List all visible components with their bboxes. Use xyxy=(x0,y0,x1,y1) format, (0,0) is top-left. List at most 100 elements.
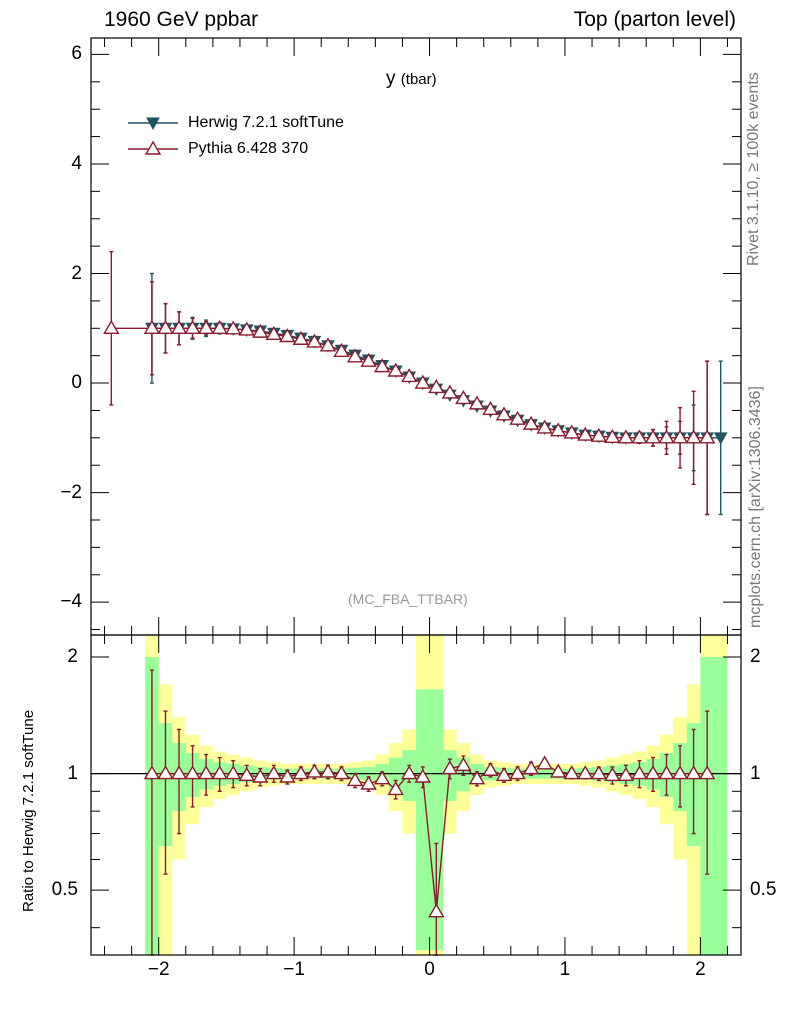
ratio-pythia-point xyxy=(536,755,553,770)
ratio-y-tick-label-right: 2 xyxy=(750,646,761,668)
ratio-pythia-point xyxy=(604,766,621,781)
pythia-point xyxy=(631,429,648,444)
legend-label-pythia: Pythia 6.428 370 xyxy=(188,140,309,157)
ratio-pythia-point xyxy=(333,765,350,780)
ratio-pythia-point xyxy=(414,768,431,783)
pythia-point xyxy=(563,424,580,439)
pythia-point xyxy=(428,379,445,394)
main-y-tick-label: −4 xyxy=(60,591,82,613)
ratio-pythia-point xyxy=(252,768,269,783)
pythia-point xyxy=(509,410,526,425)
ratio-pythia-point xyxy=(373,770,391,785)
legend-pythia-marker xyxy=(144,140,162,155)
pythia-point xyxy=(617,429,635,444)
x-tick-label: −2 xyxy=(147,959,170,980)
ratio-pythia-point xyxy=(522,760,540,775)
pythia-point xyxy=(319,337,337,352)
pythia-point xyxy=(549,422,567,437)
pythia-point xyxy=(590,427,608,442)
ratio-y-tick-label: 1 xyxy=(67,762,78,784)
pythia-point xyxy=(238,321,255,336)
ratio-y-tick-label: 0.5 xyxy=(51,879,78,901)
pythia-point xyxy=(265,325,283,341)
header-right: Top (parton level) xyxy=(573,8,736,31)
legend-label-herwig: Herwig 7.2.1 softTune xyxy=(188,114,344,131)
main-y-tick-label: 2 xyxy=(71,262,82,284)
pythia-point xyxy=(360,352,377,367)
ratio-pythia-point xyxy=(631,765,648,780)
ratio-pythia-point xyxy=(455,756,472,772)
main-y-tick-label: 4 xyxy=(71,152,82,174)
ratio-pythia-point xyxy=(441,760,459,775)
pythia-point xyxy=(387,362,404,377)
ratio-y-tick-label: 2 xyxy=(67,646,78,668)
ratio-pythia-point xyxy=(143,765,161,780)
pythia-point xyxy=(401,368,418,383)
x-tick-label: 0 xyxy=(424,959,435,980)
ratio-pythia-point xyxy=(238,766,255,781)
pythia-point xyxy=(455,390,472,405)
pythia-point xyxy=(252,323,269,338)
ratio-pythia-point xyxy=(401,765,418,780)
pythia-point xyxy=(604,428,621,443)
pythia-point xyxy=(224,320,242,335)
ratio-pythia-point xyxy=(495,766,513,781)
x-tick-label: −1 xyxy=(283,959,305,980)
pythia-point xyxy=(292,330,310,345)
pythia-point xyxy=(536,419,553,434)
band-inner-bin xyxy=(713,657,728,955)
main-y-tick-label: 0 xyxy=(71,372,82,394)
ratio-pythia-point xyxy=(685,765,702,780)
pythia-point xyxy=(577,426,594,441)
pythia-point xyxy=(170,319,188,334)
ratio-pythia-point xyxy=(211,765,228,780)
pythia-point xyxy=(103,319,120,334)
ratio-pythia-point xyxy=(360,775,377,790)
side-label-mcplots: mcplots.cern.ch [arXiv:1306.3436] xyxy=(747,386,764,628)
pythia-point xyxy=(157,319,174,334)
ratio-pythia-point xyxy=(428,903,445,918)
analysis-label: (MC_FBA_TTBAR) xyxy=(348,591,468,607)
pythia-point xyxy=(184,319,201,334)
ratio-pythia-point xyxy=(563,765,580,780)
legend-herwig-marker xyxy=(146,117,160,131)
pythia-point xyxy=(346,348,364,363)
ratio-pythia-point xyxy=(292,765,310,780)
side-label-rivet: Rivet 3.1.10, ≥ 100k events xyxy=(745,72,762,266)
ratio-pythia-point xyxy=(224,765,242,780)
band-inner-bin xyxy=(388,757,403,792)
ratio-series-layer xyxy=(143,669,716,956)
pythia-point xyxy=(414,374,431,389)
pythia-point xyxy=(143,319,161,334)
legend-marks xyxy=(128,117,178,155)
ratio-pythia-point xyxy=(346,772,364,787)
pythia-point xyxy=(685,429,702,444)
main-y-tick-label: 6 xyxy=(71,43,82,65)
ratio-pythia-point xyxy=(671,765,689,780)
ratio-pythia-point xyxy=(197,765,215,780)
pythia-point xyxy=(197,319,215,334)
pythia-point xyxy=(333,342,350,357)
pythia-point xyxy=(671,429,689,444)
pythia-point xyxy=(482,400,499,416)
ratio-y-tick-label-right: 0.5 xyxy=(750,879,777,901)
ratio-pythia-point xyxy=(549,763,567,778)
pythia-point xyxy=(468,395,486,410)
ratio-axis-ticks xyxy=(91,635,741,955)
x-tick-label: 2 xyxy=(695,959,706,980)
pythia-point xyxy=(441,384,459,399)
main-y-tick-label: −2 xyxy=(60,481,82,503)
ratio-pythia-point xyxy=(644,765,662,780)
ratio-pythia-point xyxy=(319,763,337,778)
pythia-point xyxy=(373,358,391,373)
ratio-y-axis-label: Ratio to Herwig 7.2.1 softTune xyxy=(20,709,37,912)
ratio-pythia-point xyxy=(617,766,635,781)
pythia-point xyxy=(522,415,540,430)
x-tick-label: 1 xyxy=(559,959,571,980)
pythia-point xyxy=(658,429,675,444)
pythia-point xyxy=(211,319,228,334)
band-inner-bin xyxy=(416,689,430,951)
ratio-pythia-point xyxy=(577,765,594,780)
ratio-uncertainty-band xyxy=(91,635,741,955)
